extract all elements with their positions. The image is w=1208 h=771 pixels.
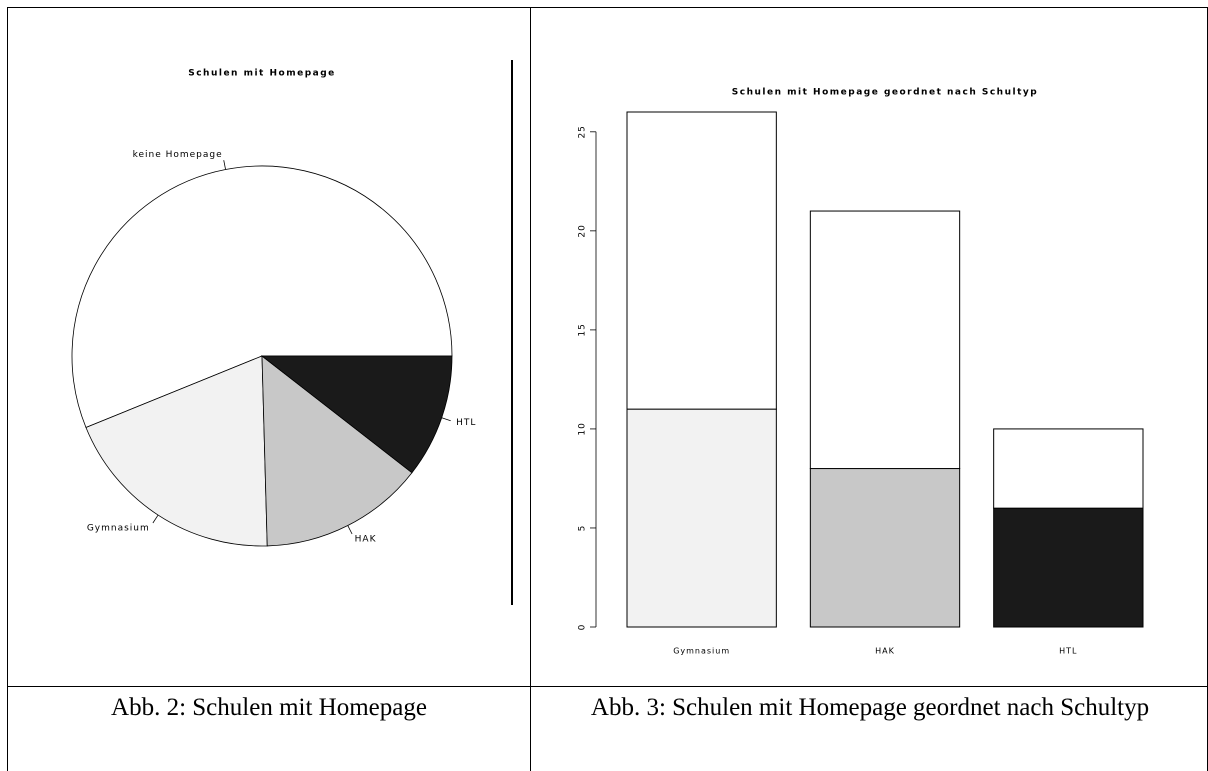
x-tick-label: HAK bbox=[875, 647, 895, 656]
bar-segment bbox=[993, 428, 1144, 509]
y-tick-label: 20 bbox=[578, 224, 588, 237]
column-divider bbox=[530, 7, 531, 771]
y-tick-label: 5 bbox=[578, 525, 588, 532]
leader-line bbox=[223, 160, 226, 170]
caption: Abb. 2: Schulen mit Homepage bbox=[111, 694, 427, 721]
charts: Schulen mit Homepage Schulen mit Homepag… bbox=[71, 60, 1144, 656]
pie-slice bbox=[260, 355, 453, 474]
slice-label: keine Homepage bbox=[133, 150, 223, 160]
bar-segment bbox=[626, 111, 777, 410]
leader-line bbox=[152, 514, 159, 524]
y-tick-label: 10 bbox=[578, 422, 588, 435]
pie-slice bbox=[261, 355, 413, 547]
bar-segment bbox=[809, 468, 961, 628]
pie-slice bbox=[71, 165, 453, 429]
x-tick-label: Gymnasium bbox=[673, 647, 730, 656]
leader-line bbox=[347, 525, 353, 535]
bar-segment bbox=[626, 408, 777, 628]
slice-label: HTL bbox=[456, 418, 476, 428]
caption: Abb. 3: Schulen mit Homepage geordnet na… bbox=[590, 694, 1150, 721]
leader-line bbox=[441, 417, 451, 422]
pie-slice bbox=[85, 355, 268, 547]
y-tick-label: 25 bbox=[578, 125, 588, 138]
x-tick-label: HTL bbox=[1059, 647, 1077, 656]
bar-segment bbox=[809, 210, 961, 470]
bar-title: Schulen mit Homepage geordnet nach Schul… bbox=[732, 88, 1038, 98]
pie-title: Schulen mit Homepage bbox=[188, 69, 336, 79]
slice-label: HAK bbox=[355, 535, 377, 545]
y-tick-label: 0 bbox=[578, 624, 588, 631]
y-tick-label: 15 bbox=[578, 323, 588, 336]
left-border bbox=[7, 678, 8, 771]
bar-segment bbox=[993, 507, 1144, 628]
slice-label: Gymnasium bbox=[87, 523, 150, 533]
